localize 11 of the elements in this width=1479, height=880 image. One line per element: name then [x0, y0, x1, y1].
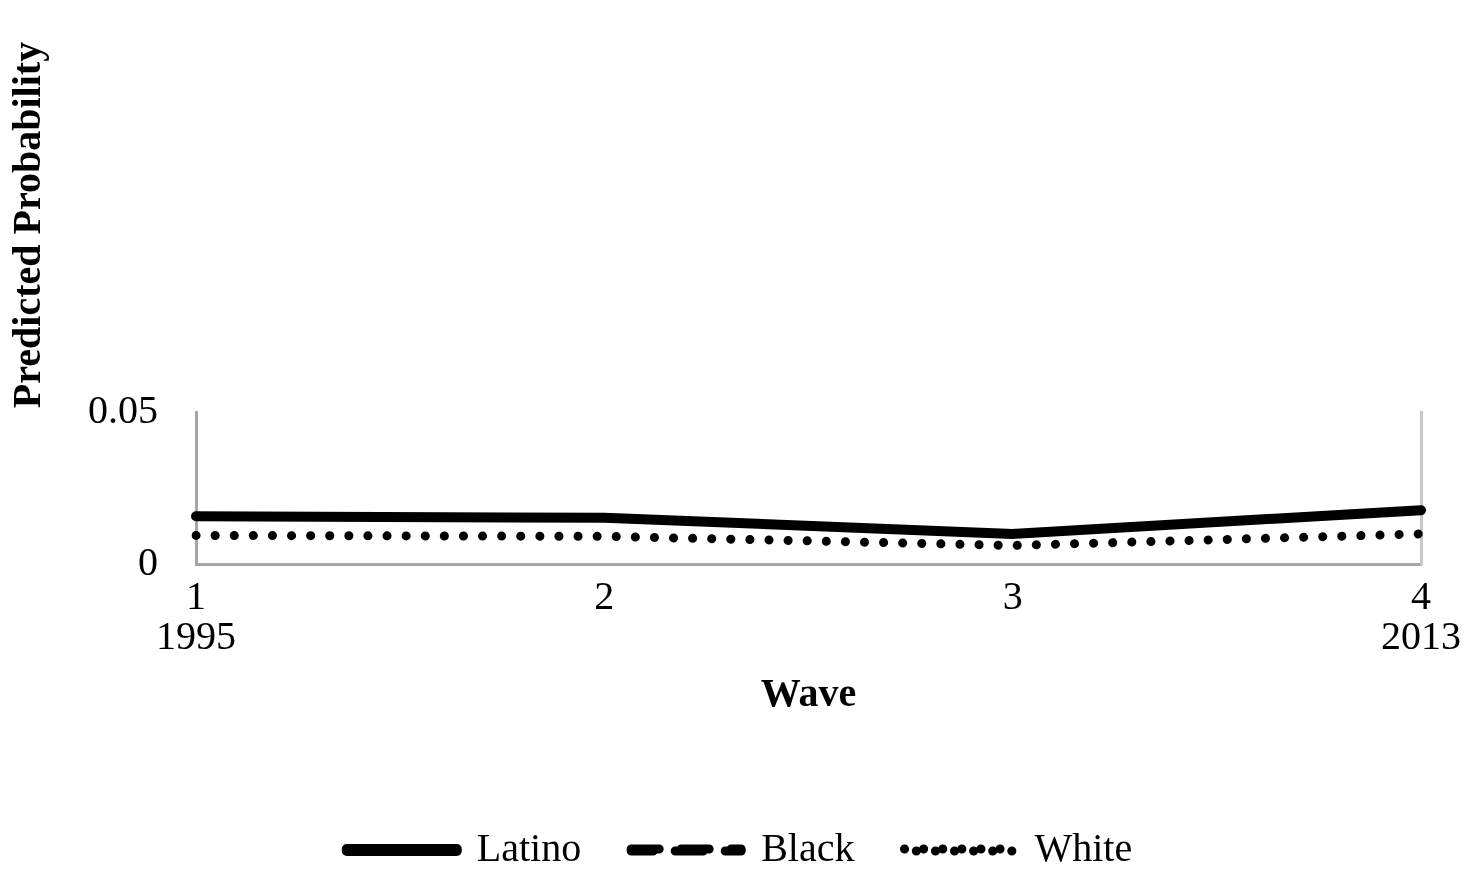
x-tick-label: 4 2013	[1381, 572, 1461, 658]
legend-label: Latino	[476, 824, 582, 870]
x-axis-title: Wave	[760, 670, 857, 716]
y-axis-title: Predicted Probability	[4, 41, 50, 409]
y-tick-label: 0.05	[88, 386, 158, 432]
legend-label: Black	[761, 824, 855, 870]
y-tick-label: 0	[138, 538, 158, 584]
x-tick-label: 3	[1002, 572, 1023, 618]
legend-label: White	[1034, 824, 1133, 870]
x-tick-label: 1 1995	[156, 572, 236, 658]
x-tick-label: 2	[594, 572, 615, 618]
